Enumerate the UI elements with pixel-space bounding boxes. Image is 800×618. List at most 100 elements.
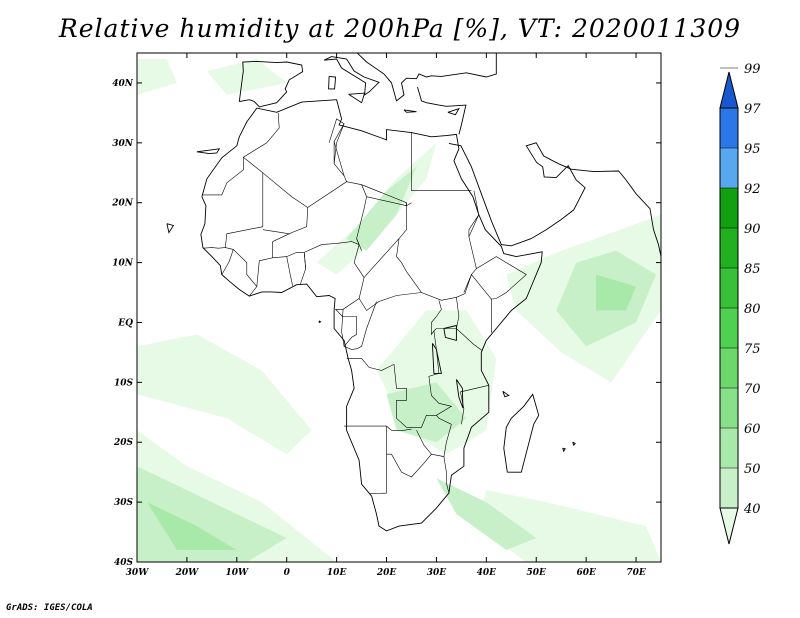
- coastline-7: [403, 109, 417, 113]
- country-border-20: [443, 456, 450, 494]
- country-border-3: [262, 172, 309, 235]
- lon-tick-label: 30W: [126, 568, 150, 578]
- coastline-4: [348, 92, 366, 104]
- lat-tick-label: 40N: [112, 79, 134, 89]
- coastline-16: [502, 390, 510, 398]
- colorbar-swatch: [719, 507, 739, 545]
- colorbar-label: 40: [743, 502, 761, 517]
- colorbar-label: 97: [744, 102, 761, 117]
- coastline-13: [318, 320, 322, 324]
- country-border-36: [333, 141, 345, 176]
- lat-tick-label: 10N: [112, 259, 134, 269]
- colorbar-label: 85: [744, 262, 761, 277]
- country-border-6: [333, 123, 345, 164]
- map-frame: [136, 52, 662, 563]
- country-border-28: [468, 214, 480, 237]
- country-border-9: [396, 202, 527, 333]
- country-border-0: [243, 112, 280, 158]
- country-border-19: [431, 415, 452, 457]
- lon-tick-label: 30E: [427, 568, 447, 578]
- country-border-11: [358, 238, 422, 311]
- colorbar-swatch: [720, 388, 738, 428]
- coastline-3: [323, 56, 380, 96]
- country-border-2: [225, 156, 264, 248]
- colorbar-swatch: [720, 148, 738, 188]
- humidity-region-13: [596, 274, 636, 311]
- country-border-layer: [201, 112, 527, 494]
- country-border-8: [411, 132, 472, 191]
- country-border-35: [303, 252, 306, 269]
- colorbar-label: 95: [744, 142, 761, 157]
- country-border-21: [460, 385, 489, 425]
- credit-text: GrADS: IGES/COLA: [6, 603, 93, 613]
- country-border-29: [468, 236, 477, 269]
- map-axes: 30W 20W 10W 0 10E 20E 30E 40E 50E 60E 70E 40N 30N 20N…: [111, 53, 661, 578]
- coastline-12: [166, 223, 175, 234]
- country-border-23: [433, 328, 440, 374]
- map-title: Relative humidity at 200hPa [%], VT: 202…: [58, 14, 742, 43]
- colorbar: 40 50 60 70 75 80 85 90 92 95 97 99: [719, 62, 761, 545]
- country-border-10: [366, 196, 407, 206]
- coastline-19: [455, 379, 464, 409]
- coastline-1: [503, 393, 540, 473]
- colorbar-swatch: [720, 348, 738, 388]
- country-border-16: [344, 425, 412, 431]
- colorbar-label: 80: [744, 302, 761, 317]
- country-border-24: [431, 300, 442, 336]
- colorbar-swatch: [720, 188, 738, 228]
- colorbar-label: 92: [744, 182, 761, 197]
- lon-tick-label: 10W: [225, 568, 249, 578]
- coastline-14: [562, 447, 566, 453]
- country-border-30: [202, 247, 226, 249]
- lon-tick-label: 70E: [626, 568, 646, 578]
- colorbar-label: 70: [744, 382, 761, 397]
- country-border-15: [346, 358, 453, 428]
- coastline-17: [443, 324, 457, 341]
- lon-tick-label: 0: [284, 568, 291, 578]
- colorbar-label: 60: [744, 422, 761, 437]
- coastline-11: [196, 148, 221, 155]
- coastline-15: [572, 441, 576, 447]
- country-border-25: [456, 297, 460, 329]
- colorbar-swatch: [720, 108, 738, 148]
- country-border-33: [272, 252, 307, 285]
- coastline-18: [431, 343, 442, 374]
- country-border-31: [225, 247, 258, 297]
- lat-tick-label: EQ: [117, 318, 133, 328]
- colorbar-label: 75: [744, 342, 761, 357]
- humidity-region-2: [137, 334, 312, 455]
- country-border-37: [221, 249, 234, 275]
- coastline-layer: [166, 53, 661, 532]
- lon-tick-label: 20E: [376, 568, 397, 578]
- country-border-34: [286, 256, 293, 286]
- country-border-26: [463, 274, 492, 300]
- country-border-1: [201, 157, 244, 196]
- colorbar-swatch: [720, 228, 738, 268]
- colorbar-swatch: [720, 428, 738, 468]
- lat-tick-label: 20S: [113, 438, 134, 448]
- country-border-12: [353, 238, 365, 278]
- coastline-0: [200, 99, 543, 532]
- lon-tick-label: 60E: [576, 568, 596, 578]
- lon-tick-label: 10E: [327, 568, 347, 578]
- humidity-region-12: [346, 166, 417, 251]
- colorbar-swatch: [720, 468, 738, 508]
- map-plot-area: [136, 52, 662, 563]
- country-border-18: [386, 430, 432, 478]
- lat-tick-label: 40S: [114, 558, 134, 568]
- colorbar-label: 50: [744, 462, 761, 477]
- coastline-2: [238, 60, 304, 108]
- humidity-region-4: [476, 490, 661, 562]
- lat-tick-label: 20N: [111, 199, 134, 209]
- country-border-14: [342, 309, 357, 347]
- humidity-fill-layer: [137, 59, 661, 562]
- colorbar-swatch: [719, 71, 739, 109]
- coastline-5: [356, 53, 497, 102]
- lon-tick-label: 50E: [527, 568, 547, 578]
- coastline-9: [328, 75, 337, 90]
- country-border-22: [436, 328, 483, 351]
- humidity-region-6: [137, 59, 177, 95]
- humidity-region-7: [206, 59, 287, 95]
- lon-tick-label: 20W: [175, 568, 200, 578]
